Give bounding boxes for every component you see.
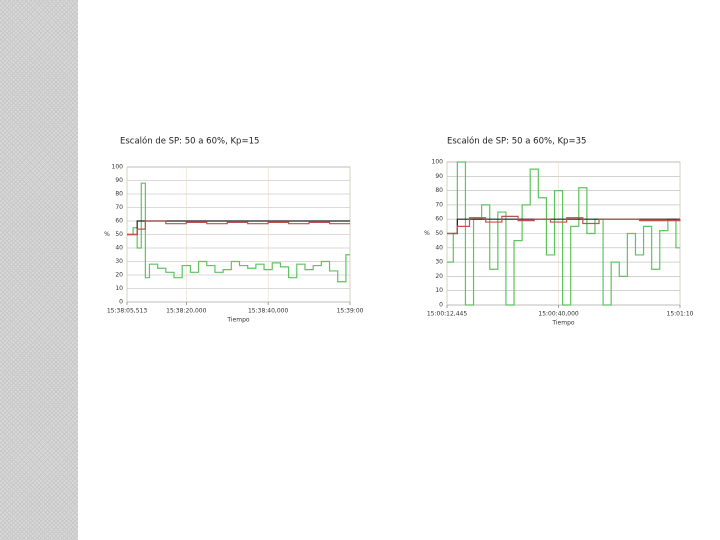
y-axis-label: % (424, 230, 430, 237)
y-tick-label: 70 (435, 201, 443, 208)
x-tick-label: 15:00:12,445 (427, 311, 467, 318)
y-tick-label: 0 (119, 299, 123, 306)
y-tick-label: 80 (115, 191, 123, 198)
side-stripe (0, 0, 78, 540)
y-tick-label: 90 (435, 173, 443, 180)
y-axis-label: % (104, 231, 110, 238)
x-axis-label: Tiempo (226, 317, 249, 324)
x-tick-label: 15:39:00 (337, 308, 364, 315)
series-line (127, 182, 350, 283)
chart-title: Escalón de SP: 50 a 60%, Kp=15 (120, 136, 259, 147)
y-tick-label: 60 (435, 216, 443, 223)
y-tick-label: 70 (115, 204, 123, 211)
y-tick-label: 30 (435, 259, 443, 266)
y-tick-label: 100 (112, 164, 124, 171)
y-tick-label: 20 (435, 273, 443, 280)
x-tick-label: 15:38:20,000 (166, 308, 206, 315)
series-line (447, 161, 680, 306)
y-tick-label: 90 (115, 177, 123, 184)
y-tick-label: 0 (439, 302, 443, 309)
y-tick-label: 50 (115, 231, 123, 238)
y-tick-label: 60 (115, 218, 123, 225)
y-tick-label: 100 (432, 159, 444, 166)
chart-title: Escalón de SP: 50 a 60%, Kp=35 (447, 136, 586, 147)
y-tick-label: 40 (435, 244, 443, 251)
y-tick-label: 10 (115, 285, 123, 292)
y-tick-label: 80 (435, 187, 443, 194)
y-tick-label: 20 (115, 272, 123, 279)
y-tick-label: 50 (435, 230, 443, 237)
y-tick-label: 10 (435, 287, 443, 294)
series-line (447, 215, 681, 235)
x-tick-label: 15:38:05,513 (107, 308, 147, 315)
y-tick-label: 40 (115, 245, 123, 252)
y-tick-label: 30 (115, 258, 123, 265)
x-tick-label: 15:00:40,000 (538, 311, 578, 318)
series-line (127, 220, 350, 236)
x-axis-label: Tiempo (551, 320, 574, 327)
x-tick-label: 15:38:40,000 (248, 308, 288, 315)
x-tick-label: 15:01:10 (667, 311, 694, 318)
